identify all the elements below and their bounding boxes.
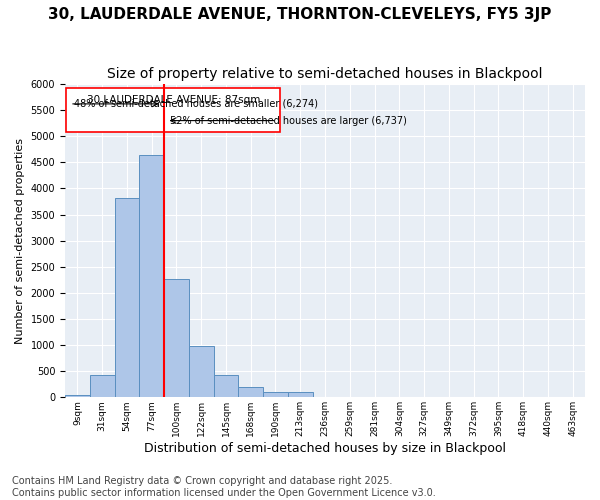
Bar xyxy=(90,375,115,398)
Title: Size of property relative to semi-detached houses in Blackpool: Size of property relative to semi-detach… xyxy=(107,68,543,82)
Bar xyxy=(189,346,214,398)
Bar xyxy=(65,394,90,398)
Bar xyxy=(214,375,238,398)
Bar xyxy=(139,154,164,398)
Bar xyxy=(115,198,139,398)
Bar xyxy=(164,279,189,398)
Bar xyxy=(238,387,263,398)
Text: 52% of semi-detached houses are larger (6,737): 52% of semi-detached houses are larger (… xyxy=(170,116,407,126)
Bar xyxy=(288,392,313,398)
Text: 48% of semi-detached houses are smaller (6,274): 48% of semi-detached houses are smaller … xyxy=(74,99,317,109)
Y-axis label: Number of semi-detached properties: Number of semi-detached properties xyxy=(15,138,25,344)
Bar xyxy=(263,392,288,398)
Text: 30, LAUDERDALE AVENUE, THORNTON-CLEVELEYS, FY5 3JP: 30, LAUDERDALE AVENUE, THORNTON-CLEVELEY… xyxy=(49,8,551,22)
Text: 30 LAUDERDALE AVENUE: 87sqm: 30 LAUDERDALE AVENUE: 87sqm xyxy=(86,94,260,104)
X-axis label: Distribution of semi-detached houses by size in Blackpool: Distribution of semi-detached houses by … xyxy=(144,442,506,455)
FancyBboxPatch shape xyxy=(66,88,280,132)
Text: Contains HM Land Registry data © Crown copyright and database right 2025.
Contai: Contains HM Land Registry data © Crown c… xyxy=(12,476,436,498)
